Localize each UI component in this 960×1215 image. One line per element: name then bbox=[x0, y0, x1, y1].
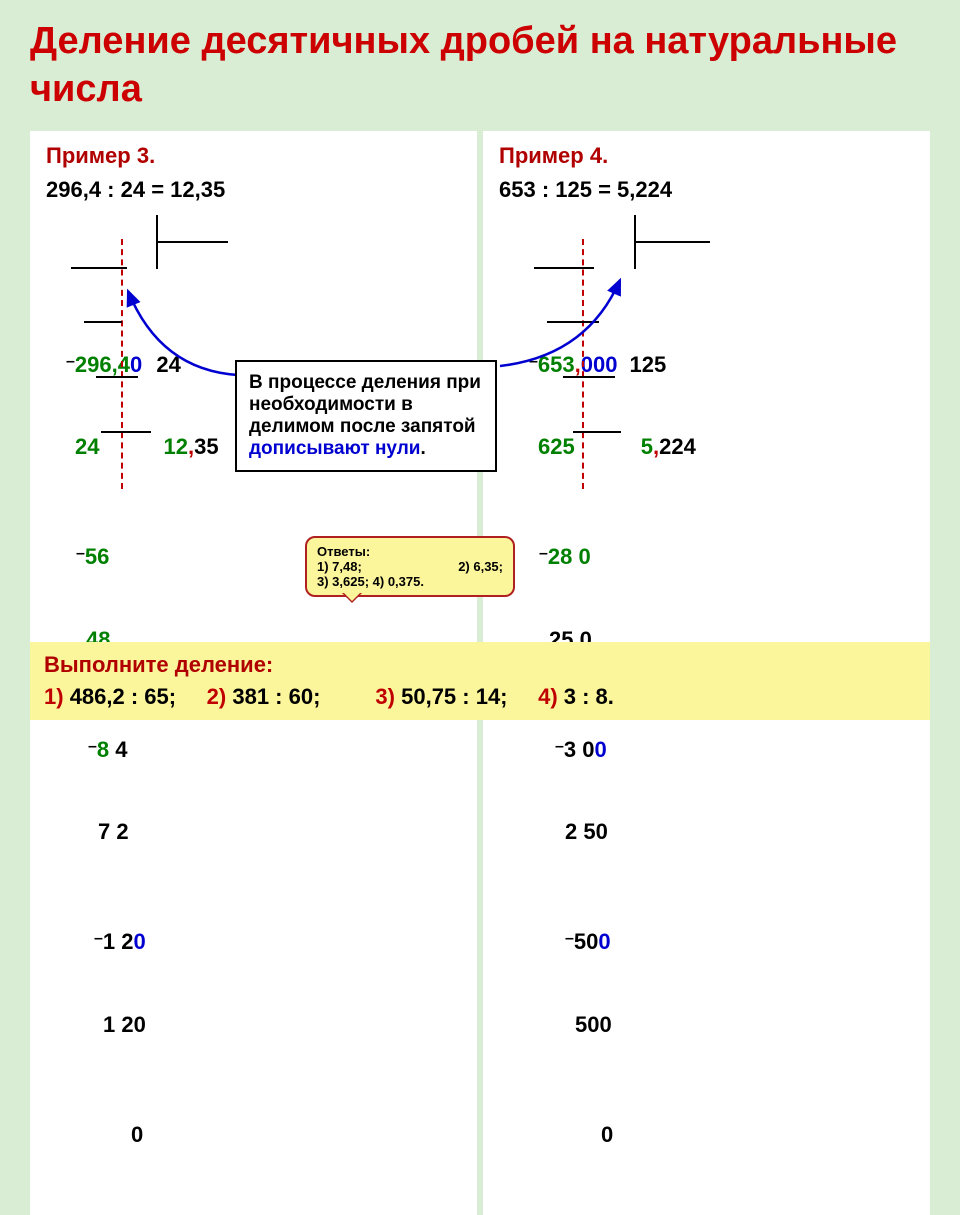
example-3-equation: 296,4 : 24 = 12,35 bbox=[46, 177, 461, 203]
arrow-right-icon bbox=[492, 268, 632, 378]
example-4-title: Пример 4. bbox=[499, 143, 914, 169]
note-box: В процессе деления при необходимости в д… bbox=[235, 360, 497, 472]
slide-title: Деление десятичных дробей на натуральные… bbox=[30, 18, 930, 113]
answers-callout: Ответы: 1) 7,48;2) 6,35; 3) 3,625; 4) 0,… bbox=[305, 536, 515, 597]
slide-header: Деление десятичных дробей на натуральные… bbox=[0, 0, 960, 131]
arrow-left-icon bbox=[120, 275, 250, 395]
exercise-box: Выполните деление: 1) 486,2 : 65; 2) 381… bbox=[30, 642, 930, 720]
example-4-equation: 653 : 125 = 5,224 bbox=[499, 177, 914, 203]
exercise-title: Выполните деление: bbox=[44, 652, 916, 678]
exercise-items: 1) 486,2 : 65; 2) 381 : 60; 3) 50,75 : 1… bbox=[44, 684, 916, 710]
example-3-title: Пример 3. bbox=[46, 143, 461, 169]
